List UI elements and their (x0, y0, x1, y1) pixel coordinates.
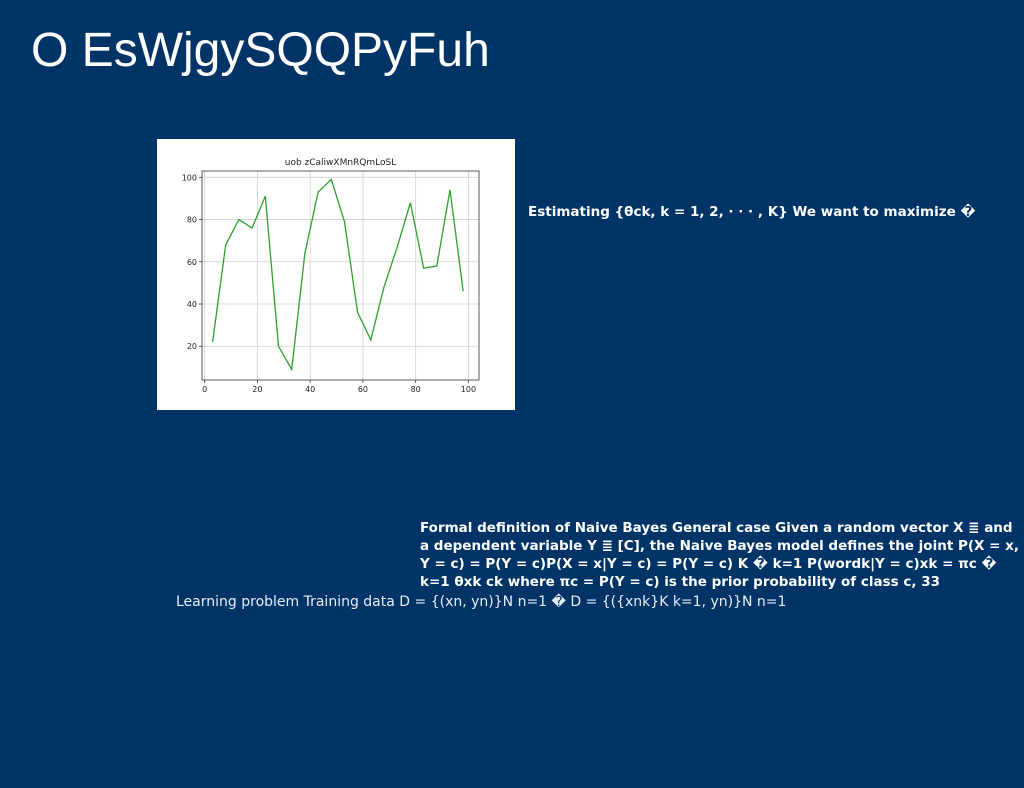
plot-frame (201, 170, 480, 381)
x-tick-label: 40 (305, 385, 315, 394)
y-tick-label: 60 (187, 258, 197, 267)
x-tick-label: 20 (252, 385, 262, 394)
y-tick-label: 80 (187, 216, 197, 225)
y-tick-label: 20 (187, 342, 197, 351)
y-tick-label: 100 (182, 173, 197, 182)
chart-title: uob zCaliwXMnRQmLoSL (285, 158, 397, 168)
slide-title: O EsWjgySQQPyFuh (31, 24, 490, 77)
x-tick-label: 0 (202, 385, 207, 394)
chart-svg: uob zCaliwXMnRQmLoSL 0 20 40 60 80 100 20 40 60 8… (182, 158, 480, 394)
x-tick-label: 60 (358, 385, 368, 394)
naive-bayes-definition-text: Formal definition of Naive Bayes General… (420, 520, 1019, 590)
learning-problem-text: Learning problem Training data D = {(xn,… (176, 594, 787, 610)
chart-ticks: 0 20 40 60 80 100 20 40 60 80 100 (182, 173, 476, 394)
y-tick-label: 40 (187, 300, 197, 309)
series-line (211, 178, 464, 372)
line-chart: uob zCaliwXMnRQmLoSL 0 20 40 60 80 100 20 40 60 8… (157, 139, 515, 410)
estimating-text: Estimating {θck, k = 1, 2, · · · , K} We… (528, 204, 976, 220)
x-tick-label: 100 (461, 385, 476, 394)
chart-grid (202, 171, 479, 380)
x-tick-label: 80 (411, 385, 421, 394)
